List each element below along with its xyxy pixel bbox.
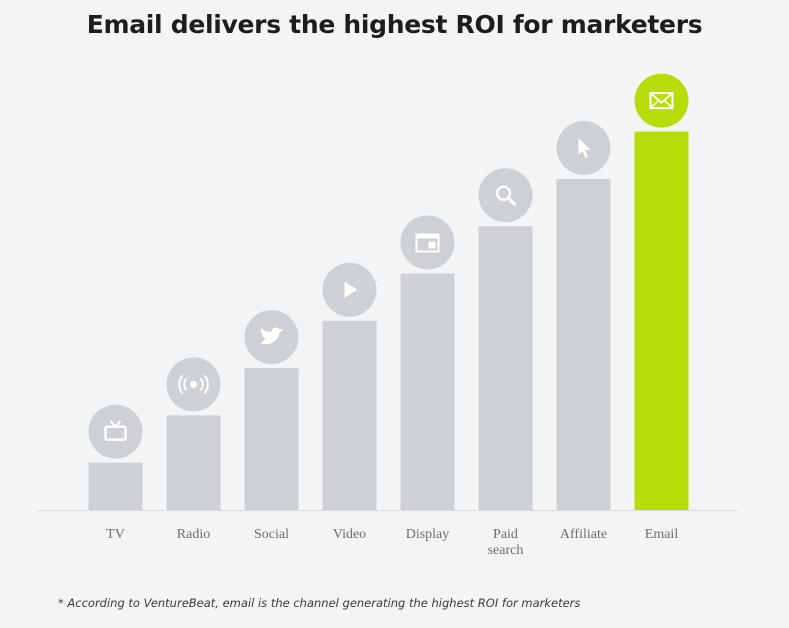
play-icon (344, 281, 358, 298)
twitter-bird-icon (260, 327, 284, 345)
search-icon (495, 185, 516, 206)
tv-icon (104, 420, 127, 441)
tick-label-affiliate: Affiliate (560, 527, 607, 542)
email-envelope-icon (649, 92, 674, 110)
icon-badge-paid-search (478, 168, 533, 223)
chart-title: Email delivers the highest ROI for marke… (86, 10, 703, 39)
tick-label-paid-search: Paid search (488, 527, 524, 558)
tick-label-email: Email (645, 527, 679, 542)
bar-email (634, 131, 689, 510)
bar-display (400, 273, 455, 510)
bar-paid-search (478, 226, 533, 510)
bar-social (244, 368, 299, 510)
footnote: * According to VentureBeat, email is the… (58, 596, 581, 610)
bar-radio (166, 415, 221, 510)
bar-affiliate (556, 178, 611, 510)
display-window-icon (415, 233, 440, 253)
tick-label-display: Display (406, 527, 450, 542)
tick-label-tv: TV (106, 527, 125, 542)
icon-badge-tv (88, 404, 143, 459)
icon-badge-email (634, 73, 689, 128)
tick-label-video: Video (333, 527, 366, 542)
radio-broadcast-icon (178, 374, 209, 395)
bar-video (322, 320, 377, 510)
bar-tv (88, 462, 143, 510)
icon-badge-display (400, 215, 455, 270)
cursor-icon (578, 137, 591, 158)
tick-label-social: Social (254, 527, 289, 542)
tick-label-radio: Radio (177, 527, 210, 542)
